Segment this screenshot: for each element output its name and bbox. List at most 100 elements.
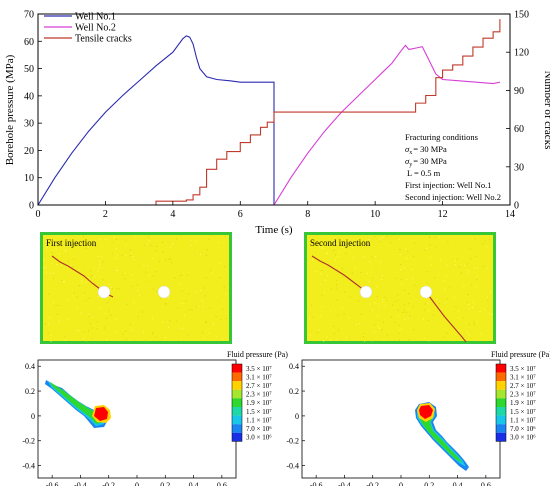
particle-dot xyxy=(489,239,491,241)
particle-dot xyxy=(90,275,92,277)
particle-dot xyxy=(79,269,81,271)
particle-dot xyxy=(405,311,407,313)
particle-dot xyxy=(136,284,138,286)
particle-dot xyxy=(456,258,458,260)
particle-dot xyxy=(369,261,371,263)
particle-dot xyxy=(209,307,211,309)
particle-dot xyxy=(467,304,469,305)
particle-dot xyxy=(94,283,96,285)
particle-dot xyxy=(125,338,127,340)
particle-dot xyxy=(464,264,465,266)
particle-texture-second xyxy=(308,236,493,342)
particle-dot xyxy=(402,312,404,314)
particle-dot xyxy=(377,326,379,328)
particle-dot xyxy=(458,318,460,319)
particle-dot xyxy=(381,329,383,330)
particle-dot xyxy=(72,243,74,245)
particle-dot xyxy=(202,306,204,308)
particle-dot xyxy=(401,284,402,286)
particle-dot xyxy=(394,321,396,323)
particle-dot xyxy=(376,286,378,288)
series-line-2 xyxy=(38,19,501,205)
particle-dot xyxy=(90,323,92,325)
particle-dot xyxy=(111,288,113,289)
y-tick-label: 40 xyxy=(24,91,34,102)
particle-dot xyxy=(130,255,132,256)
particle-dot xyxy=(64,335,66,337)
particle-dot xyxy=(46,246,48,248)
particle-dot xyxy=(94,240,96,242)
particle-dot xyxy=(156,290,158,292)
particle-dot xyxy=(97,296,99,298)
particle-dot xyxy=(155,250,157,252)
particle-dot xyxy=(397,299,399,301)
particle-dot xyxy=(398,324,400,326)
colorbar-label: 1.5 × 10⁷ xyxy=(510,408,536,416)
series-line-0 xyxy=(38,35,275,205)
particle-dot xyxy=(171,243,173,245)
fluid-map-first: -0.6 -0.4 -0.2 0 0.2 0.4 0.6 0.4 0.2 0 -0.2 -0.4 Fl… xyxy=(22,350,288,486)
particle-dot xyxy=(222,338,224,340)
particle-dot xyxy=(374,236,376,237)
particle-dot xyxy=(412,306,414,308)
particle-dot xyxy=(363,244,365,246)
particle-dot xyxy=(384,255,386,257)
particle-dot xyxy=(99,260,100,262)
plume-layer-green xyxy=(50,382,103,424)
y-tick-label: 10 xyxy=(24,173,34,184)
particle-dot xyxy=(132,256,134,257)
particle-dot xyxy=(342,247,344,248)
particle-dot xyxy=(100,308,102,310)
particle-dot xyxy=(371,256,373,258)
particle-dot xyxy=(65,250,67,252)
particle-dot xyxy=(473,321,475,323)
particle-dot xyxy=(363,333,365,335)
particle-dot xyxy=(439,236,440,238)
particle-dot xyxy=(333,250,335,252)
particle-dot xyxy=(52,277,54,279)
particle-dot xyxy=(335,280,337,281)
particle-dot xyxy=(152,258,154,260)
y-tick-label: 70 xyxy=(24,10,34,21)
particle-dot xyxy=(469,334,471,336)
particle-dot xyxy=(449,286,451,288)
x-tick-label: 2 xyxy=(103,209,108,220)
particle-dot xyxy=(179,275,181,277)
particle-dot xyxy=(455,264,457,266)
particle-dot xyxy=(91,316,93,318)
particle-dot xyxy=(72,266,74,268)
fluid-y-tick-label: 0.2 xyxy=(25,387,35,396)
particle-dot xyxy=(97,256,99,257)
particle-dot xyxy=(116,248,117,250)
particle-dot xyxy=(378,305,380,307)
particle-dot xyxy=(84,292,86,294)
particle-dot xyxy=(374,302,376,304)
particle-dot xyxy=(155,336,157,338)
fluid-x-tick-label: -0.2 xyxy=(366,481,379,486)
particle-dot xyxy=(200,290,201,291)
particle-dot xyxy=(429,237,431,239)
particle-dot xyxy=(460,272,462,274)
particle-dot xyxy=(330,339,332,341)
particle-dot xyxy=(88,315,90,317)
particle-dot xyxy=(49,317,51,319)
well-1-hole-first xyxy=(97,285,111,299)
particle-dot xyxy=(317,332,319,334)
particle-dot xyxy=(169,319,171,321)
particle-dot xyxy=(147,244,148,246)
particle-dot xyxy=(474,238,476,240)
particle-dot xyxy=(81,282,83,284)
particle-dot xyxy=(360,271,362,273)
particle-dot xyxy=(162,321,164,323)
particle-dot xyxy=(476,278,478,280)
particle-dot xyxy=(48,323,50,325)
particle-dot xyxy=(429,257,431,259)
particle-dot xyxy=(354,267,356,269)
particle-dot xyxy=(424,249,426,251)
particle-dot xyxy=(374,324,376,326)
particle-dot xyxy=(108,299,110,301)
particle-dot xyxy=(381,278,383,280)
particle-dot xyxy=(59,253,60,255)
